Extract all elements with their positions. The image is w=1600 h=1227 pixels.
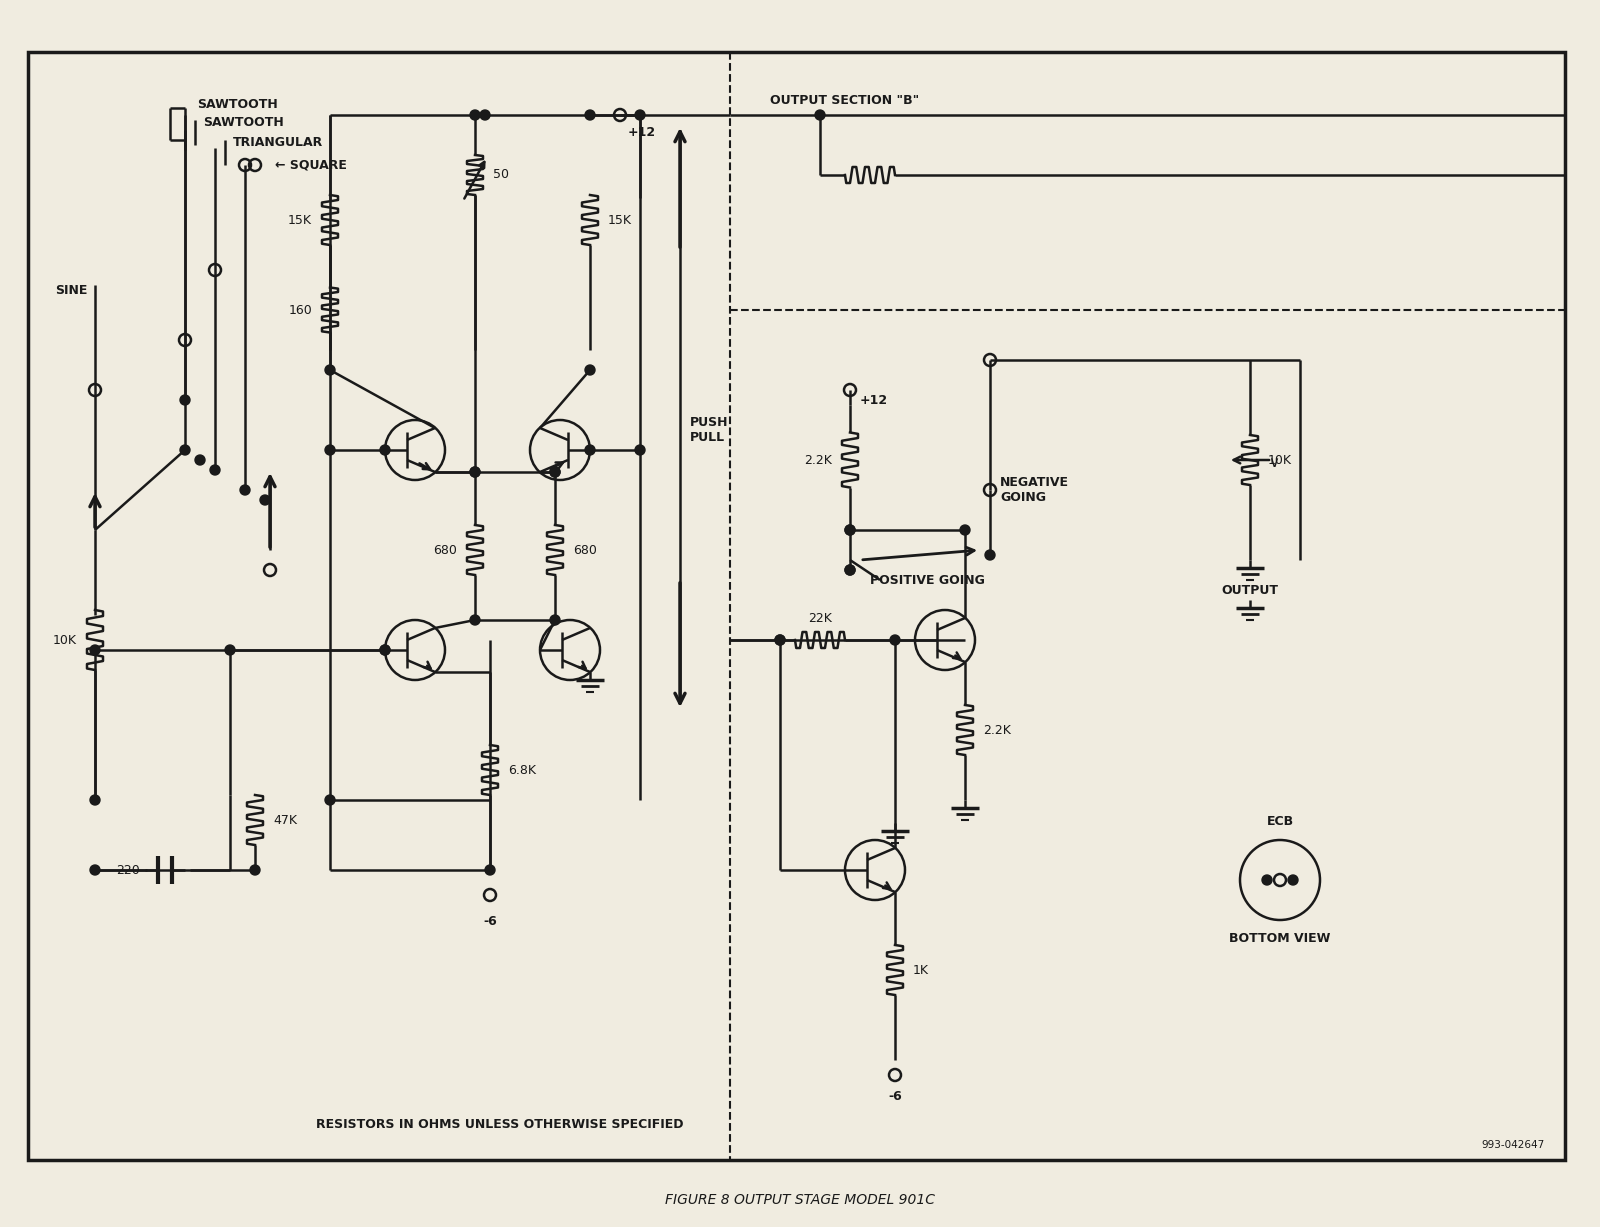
Text: SAWTOOTH: SAWTOOTH — [203, 115, 283, 129]
Circle shape — [381, 645, 390, 655]
Text: 50: 50 — [493, 168, 509, 182]
Circle shape — [890, 636, 899, 645]
Text: 680: 680 — [434, 544, 458, 557]
Text: 2.2K: 2.2K — [805, 454, 832, 466]
Text: 15K: 15K — [608, 213, 632, 227]
Text: PUSH
PULL: PUSH PULL — [690, 416, 728, 444]
Circle shape — [845, 564, 854, 575]
Text: SINE: SINE — [54, 283, 86, 297]
Circle shape — [381, 645, 390, 655]
Circle shape — [1262, 875, 1272, 885]
Text: 10K: 10K — [53, 633, 77, 647]
Circle shape — [986, 550, 995, 560]
Circle shape — [325, 795, 334, 805]
Circle shape — [586, 110, 595, 120]
Circle shape — [845, 564, 854, 575]
Circle shape — [210, 465, 221, 475]
Circle shape — [325, 364, 334, 375]
Circle shape — [586, 364, 595, 375]
Circle shape — [550, 467, 560, 477]
Text: ∨: ∨ — [1267, 455, 1278, 470]
Text: OUTPUT: OUTPUT — [1221, 584, 1278, 596]
Circle shape — [179, 445, 190, 455]
Circle shape — [259, 494, 270, 506]
Text: +12: +12 — [861, 394, 888, 406]
Text: RESISTORS IN OHMS UNLESS OTHERWISE SPECIFIED: RESISTORS IN OHMS UNLESS OTHERWISE SPECI… — [317, 1119, 683, 1131]
Circle shape — [226, 645, 235, 655]
Text: 22K: 22K — [808, 612, 832, 625]
Circle shape — [960, 525, 970, 535]
Circle shape — [179, 395, 190, 405]
Text: OUTPUT SECTION "B": OUTPUT SECTION "B" — [770, 93, 920, 107]
Text: 47K: 47K — [274, 814, 298, 827]
Text: ← SQUARE: ← SQUARE — [275, 158, 347, 172]
Circle shape — [586, 445, 595, 455]
Text: 993-042647: 993-042647 — [1482, 1140, 1546, 1150]
Circle shape — [90, 795, 99, 805]
Text: 160: 160 — [288, 303, 312, 317]
Text: FIGURE 8 OUTPUT STAGE MODEL 901C: FIGURE 8 OUTPUT STAGE MODEL 901C — [666, 1193, 934, 1207]
Circle shape — [90, 865, 99, 875]
Circle shape — [325, 445, 334, 455]
Circle shape — [485, 865, 494, 875]
Text: 680: 680 — [573, 544, 597, 557]
Text: SAWTOOTH: SAWTOOTH — [197, 98, 278, 112]
Circle shape — [774, 636, 786, 645]
Circle shape — [470, 467, 480, 477]
Circle shape — [470, 615, 480, 625]
Circle shape — [480, 110, 490, 120]
Circle shape — [550, 615, 560, 625]
Text: TRIANGULAR: TRIANGULAR — [234, 135, 323, 148]
Circle shape — [470, 110, 480, 120]
Circle shape — [845, 525, 854, 535]
Text: +12: +12 — [627, 126, 656, 140]
Circle shape — [195, 455, 205, 465]
Text: 2.2K: 2.2K — [982, 724, 1011, 736]
Text: POSITIVE GOING: POSITIVE GOING — [870, 573, 986, 587]
Circle shape — [90, 645, 99, 655]
Circle shape — [381, 445, 390, 455]
Text: -6: -6 — [483, 915, 498, 928]
Circle shape — [635, 110, 645, 120]
Circle shape — [635, 445, 645, 455]
Text: 1K: 1K — [914, 963, 930, 977]
Text: NEGATIVE
GOING: NEGATIVE GOING — [1000, 476, 1069, 504]
Text: BOTTOM VIEW: BOTTOM VIEW — [1229, 933, 1331, 945]
Circle shape — [1288, 875, 1298, 885]
Circle shape — [845, 525, 854, 535]
Circle shape — [250, 865, 259, 875]
Text: -6: -6 — [888, 1090, 902, 1103]
Circle shape — [814, 110, 826, 120]
Text: 10K: 10K — [1267, 454, 1293, 466]
Circle shape — [550, 467, 560, 477]
Circle shape — [774, 636, 786, 645]
Text: 15K: 15K — [288, 213, 312, 227]
Text: 6.8K: 6.8K — [509, 763, 536, 777]
Text: 220: 220 — [117, 864, 141, 876]
Circle shape — [470, 467, 480, 477]
Text: ECB: ECB — [1267, 815, 1293, 828]
Circle shape — [240, 485, 250, 494]
